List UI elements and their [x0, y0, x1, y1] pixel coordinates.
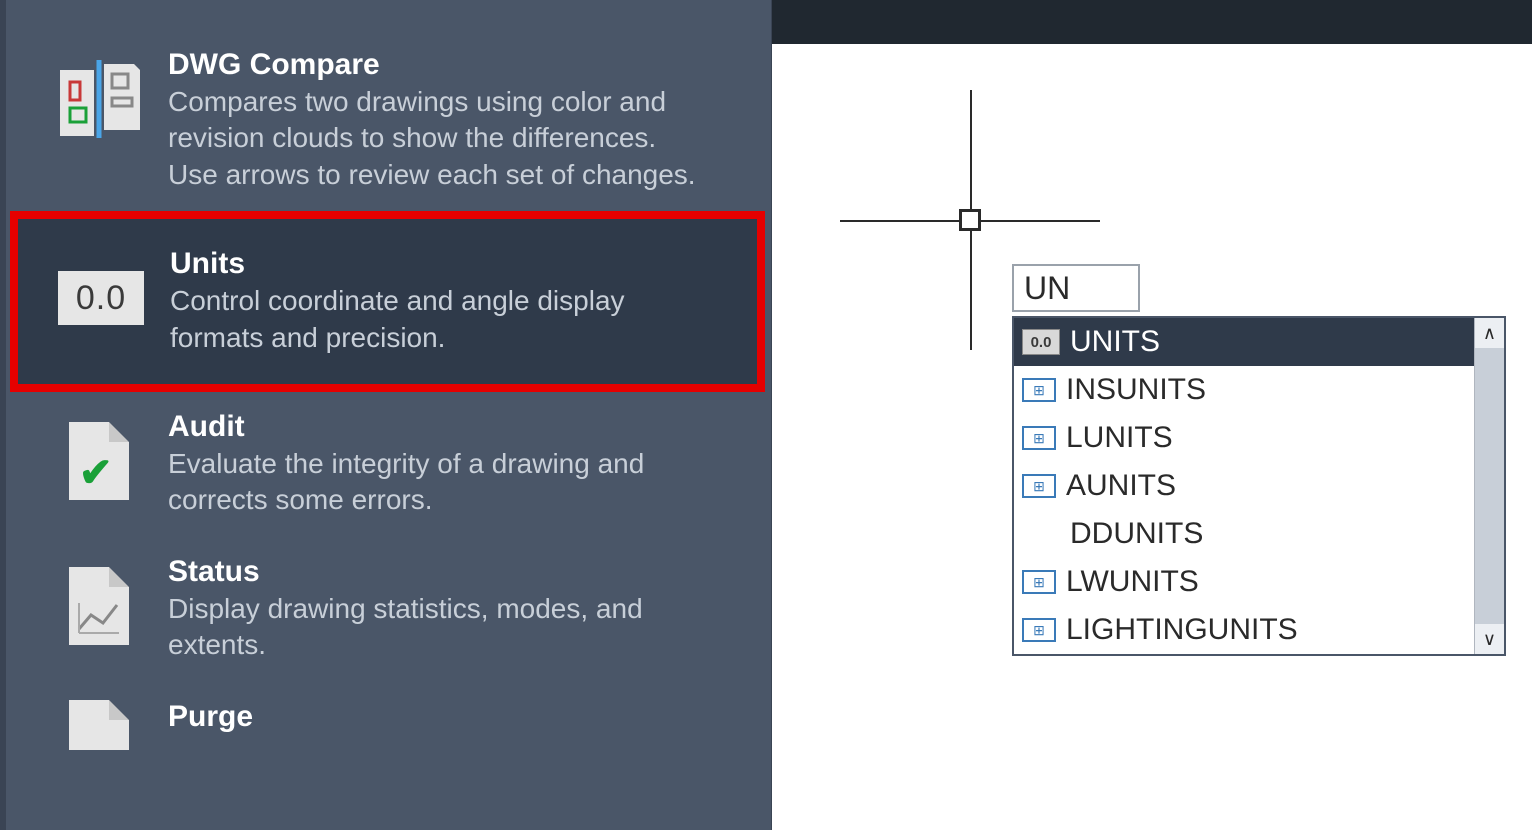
- menu-title: Purge: [168, 700, 253, 734]
- sysvar-icon: ⊞: [1022, 618, 1056, 642]
- purge-icon: [56, 700, 142, 750]
- sysvar-icon: ⊞: [1022, 474, 1056, 498]
- units-icon: 0.0: [58, 255, 144, 341]
- autocomplete-item-units[interactable]: 0.0 UNITS: [1014, 318, 1474, 366]
- scroll-up-icon[interactable]: ∧: [1475, 318, 1504, 348]
- autocomplete-label: LIGHTINGUNITS: [1066, 613, 1298, 647]
- autocomplete-label: LUNITS: [1066, 421, 1173, 455]
- crosshair-cursor: [970, 220, 971, 221]
- scroll-track[interactable]: [1475, 348, 1504, 624]
- menu-item-dwg-compare[interactable]: DWG Compare Compares two drawings using …: [6, 30, 771, 211]
- sysvar-icon: ⊞: [1022, 426, 1056, 450]
- menu-desc: Compares two drawings using color and re…: [168, 84, 708, 193]
- command-input-value: UN: [1024, 270, 1070, 307]
- menu-desc: Display drawing statistics, modes, and e…: [168, 591, 708, 664]
- autocomplete-label: INSUNITS: [1066, 373, 1206, 407]
- autocomplete-label: UNITS: [1070, 325, 1160, 359]
- sysvar-icon: ⊞: [1022, 378, 1056, 402]
- autocomplete-item-lwunits[interactable]: ⊞ LWUNITS: [1014, 558, 1474, 606]
- menu-desc: Control coordinate and angle display for…: [170, 283, 710, 356]
- menu-desc: Evaluate the integrity of a drawing and …: [168, 446, 708, 519]
- units-small-icon: 0.0: [1022, 329, 1060, 355]
- autocomplete-item-ddunits[interactable]: DDUNITS: [1014, 510, 1474, 558]
- menu-item-units[interactable]: 0.0 Units Control coordinate and angle d…: [10, 211, 765, 392]
- menu-title: DWG Compare: [168, 48, 708, 82]
- drawing-canvas[interactable]: UN 0.0 UNITS ⊞ INSUNITS ⊞ LUNITS ⊞ AUNIT…: [772, 0, 1532, 830]
- autocomplete-item-insunits[interactable]: ⊞ INSUNITS: [1014, 366, 1474, 414]
- autocomplete-label: LWUNITS: [1066, 565, 1199, 599]
- autocomplete-label: AUNITS: [1066, 469, 1176, 503]
- compare-icon: [56, 56, 142, 142]
- menu-item-audit[interactable]: ✔ Audit Evaluate the integrity of a draw…: [6, 392, 771, 537]
- menu-title: Audit: [168, 410, 708, 444]
- sysvar-icon: ⊞: [1022, 570, 1056, 594]
- audit-icon: ✔: [56, 418, 142, 504]
- autocomplete-item-lunits[interactable]: ⊞ LUNITS: [1014, 414, 1474, 462]
- menu-title: Status: [168, 555, 708, 589]
- dropdown-scrollbar[interactable]: ∧ ∨: [1474, 318, 1504, 654]
- menu-item-status[interactable]: Status Display drawing statistics, modes…: [6, 537, 771, 682]
- utilities-menu-panel: DWG Compare Compares two drawings using …: [0, 0, 772, 830]
- status-icon: [56, 563, 142, 649]
- autocomplete-label: DDUNITS: [1070, 517, 1203, 551]
- blank-icon: [1022, 521, 1060, 547]
- menu-title: Units: [170, 247, 710, 281]
- menu-item-purge[interactable]: Purge: [6, 682, 771, 768]
- scroll-down-icon[interactable]: ∨: [1475, 624, 1504, 654]
- autocomplete-item-lightingunits[interactable]: ⊞ LIGHTINGUNITS: [1014, 606, 1474, 654]
- autocomplete-item-aunits[interactable]: ⊞ AUNITS: [1014, 462, 1474, 510]
- command-autocomplete-dropdown: 0.0 UNITS ⊞ INSUNITS ⊞ LUNITS ⊞ AUNITS D…: [1012, 316, 1506, 656]
- command-input[interactable]: UN: [1012, 264, 1140, 312]
